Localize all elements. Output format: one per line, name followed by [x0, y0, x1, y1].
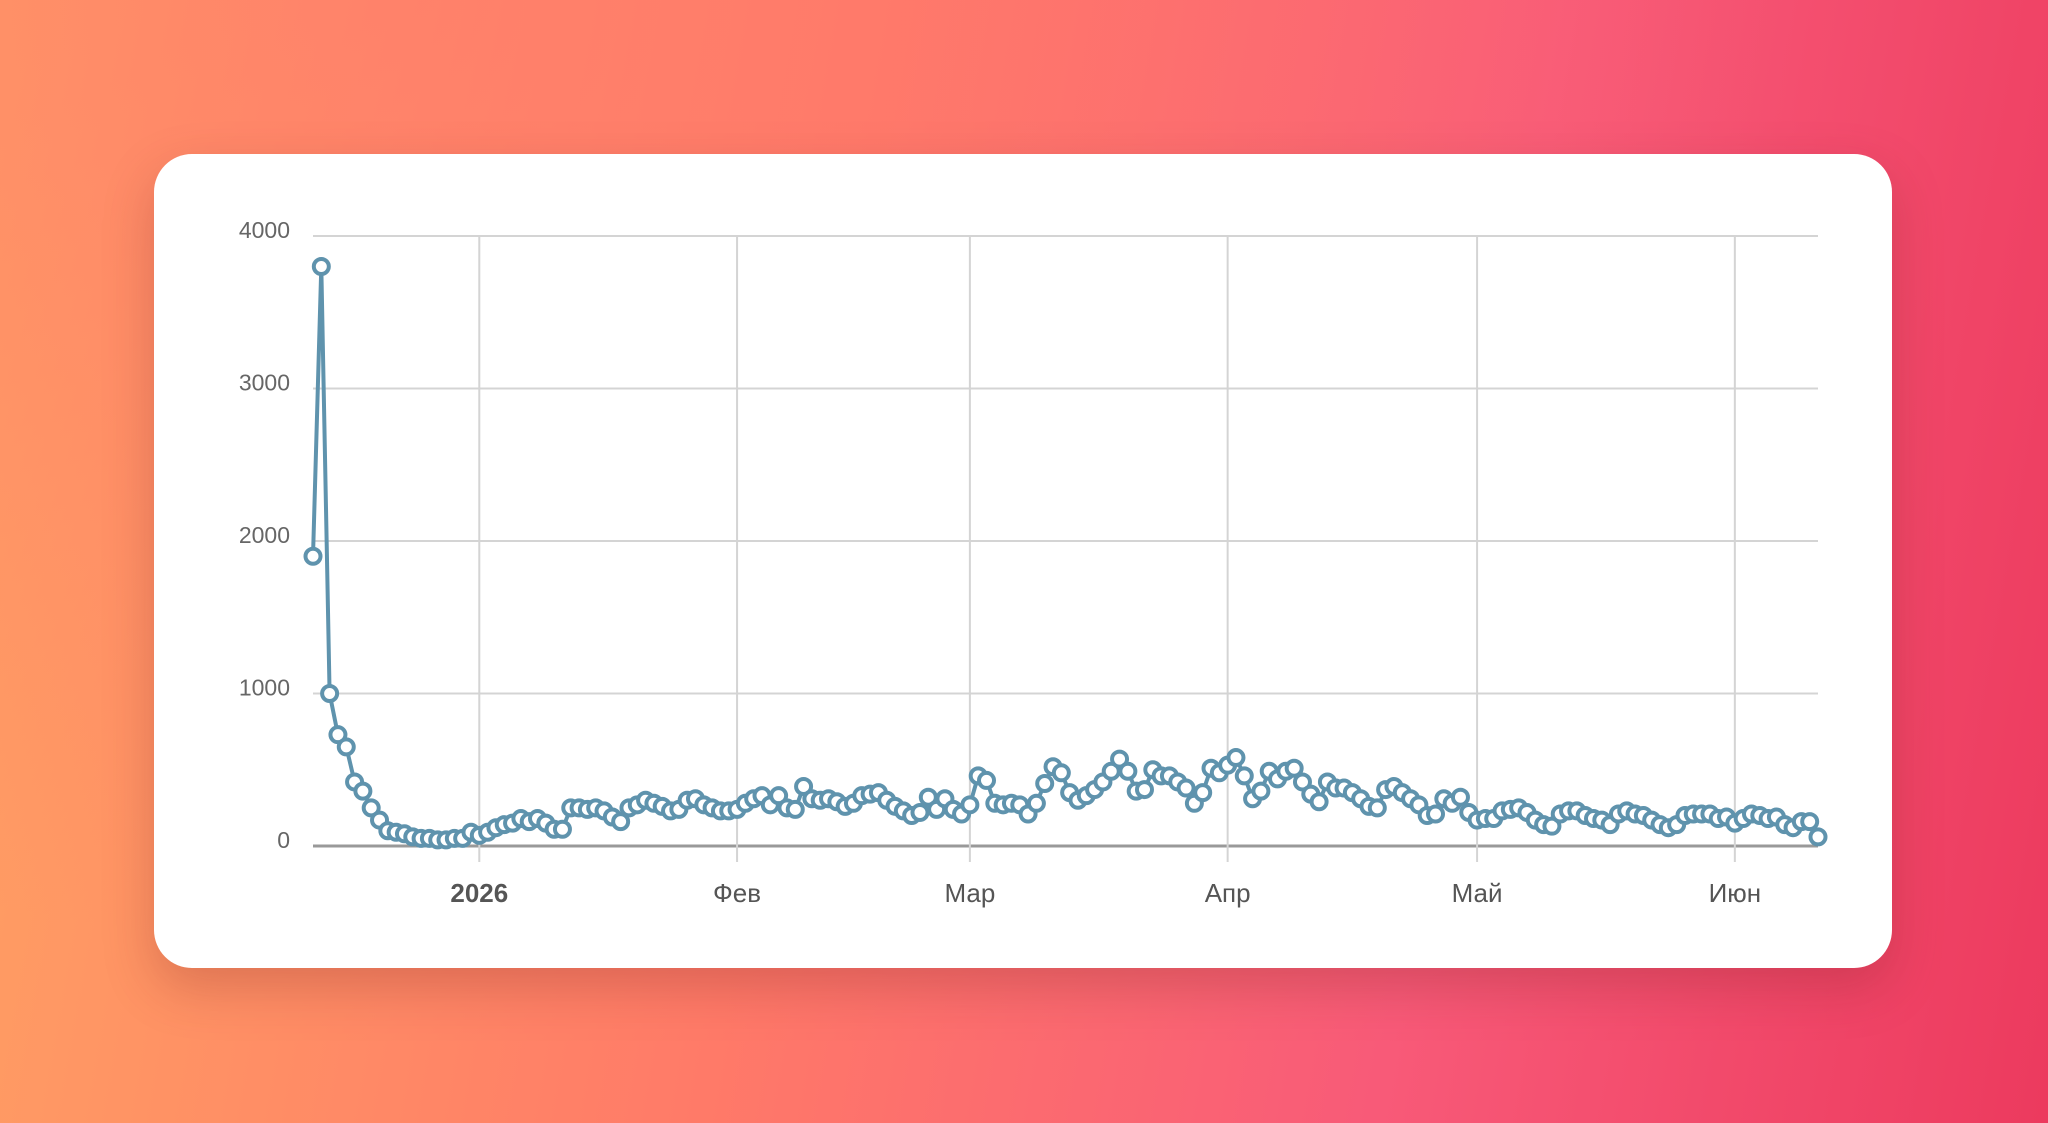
data-point: [977, 770, 997, 790]
data-point: [910, 802, 930, 822]
data-point: [1367, 798, 1387, 818]
data-point: [361, 798, 381, 818]
data-point: [1808, 827, 1828, 847]
x-tick-label: Мар: [944, 878, 995, 908]
data-point: [611, 812, 631, 832]
data-point: [794, 777, 814, 797]
data-point: [785, 799, 805, 819]
data-point: [1309, 792, 1329, 812]
data-point: [1026, 793, 1046, 813]
x-tick-label: Апр: [1205, 878, 1251, 908]
data-point: [1110, 749, 1130, 769]
data-point: [1426, 804, 1446, 824]
data-point: [311, 257, 331, 276]
data-point: [552, 819, 572, 839]
y-tick-label: 2000: [239, 522, 290, 548]
data-point: [303, 546, 323, 566]
data-point: [1035, 773, 1055, 793]
data-point: [1800, 812, 1820, 832]
data-point: [320, 684, 340, 703]
x-tick-label: Май: [1452, 878, 1503, 908]
data-point: [1234, 766, 1254, 786]
data-point: [1251, 781, 1271, 801]
y-tick-label: 0: [277, 827, 290, 853]
x-tick-label: Фев: [713, 878, 761, 908]
data-point: [769, 786, 789, 806]
data-point: [1193, 783, 1213, 803]
data-point: [1134, 780, 1154, 800]
y-tick-label: 1000: [239, 675, 290, 701]
x-tick-label: Июн: [1709, 878, 1762, 908]
data-point: [353, 781, 373, 801]
data-point: [336, 737, 356, 757]
data-point: [1051, 763, 1071, 783]
data-point: [1284, 758, 1304, 778]
data-point: [1450, 787, 1470, 807]
data-point: [1226, 748, 1246, 768]
y-tick-label: 3000: [239, 370, 290, 396]
y-tick-label: 4000: [239, 217, 290, 243]
data-point: [328, 725, 348, 745]
data-point: [1292, 772, 1312, 792]
data-point: [1176, 778, 1196, 798]
data-point: [1118, 761, 1138, 781]
data-point: [960, 795, 980, 815]
x-tick-label: 2026: [450, 878, 508, 908]
data-point: [1542, 816, 1562, 836]
series-line: [311, 264, 1820, 842]
